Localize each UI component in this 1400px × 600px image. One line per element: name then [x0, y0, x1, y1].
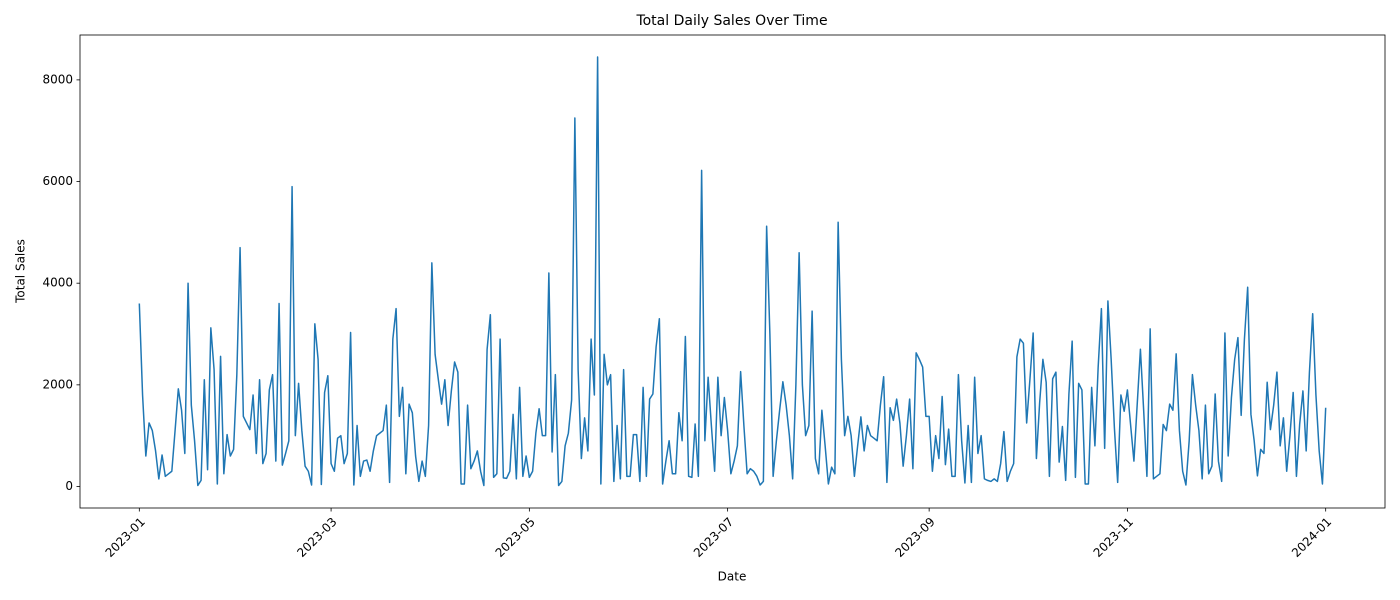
chart-title: Total Daily Sales Over Time [635, 13, 827, 29]
x-tick-label: 2023-11 [1091, 515, 1136, 560]
y-tick-label: 8000 [42, 72, 73, 86]
x-tick-label: 2023-01 [103, 515, 148, 560]
x-tick-label: 2024-01 [1289, 515, 1334, 560]
x-tick-label: 2023-09 [892, 515, 937, 560]
x-axis-label: Date [718, 570, 747, 584]
y-tick-label: 0 [65, 479, 73, 493]
y-axis-label: Total Sales [14, 239, 28, 304]
y-tick-label: 4000 [42, 276, 73, 290]
x-tick-label: 2023-07 [691, 515, 736, 560]
y-tick-label: 6000 [42, 174, 73, 188]
x-tick-label: 2023-05 [493, 515, 538, 560]
series-line [138, 56, 1327, 487]
axes-frame [79, 34, 1386, 509]
y-tick-label: 2000 [42, 377, 73, 391]
x-tick-label: 2023-03 [294, 515, 339, 560]
